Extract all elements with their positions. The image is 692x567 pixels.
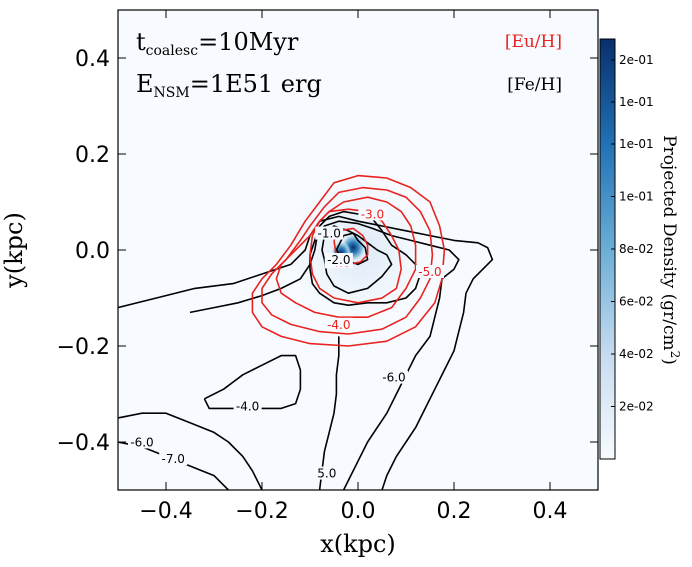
legend-eu: [Eu/H] — [505, 32, 562, 52]
colorbar-tick-label: 1e-01 — [619, 190, 654, 204]
eu-contour-level--6.0 — [261, 186, 434, 335]
legend-fe: [Fe/H] — [507, 75, 562, 95]
x-tick-label: 0.0 — [341, 499, 376, 524]
colorbar-tick-label: 1e-01 — [619, 95, 654, 109]
annotation-time-symbol: t — [136, 28, 146, 56]
annotation-energy-value: =1E51 erg — [190, 70, 322, 98]
colorbar-tick-label: 6e-02 — [619, 295, 654, 309]
fe-contour-level--5.0 — [318, 336, 340, 490]
contour-label: -3.0 — [361, 207, 384, 221]
contour-label-bg — [312, 466, 341, 480]
y-tick-label: −0.4 — [57, 431, 110, 456]
y-axis-label: y(kpc) — [0, 212, 28, 289]
x-tick-label: −0.4 — [139, 499, 192, 524]
y-tick-label: 0.2 — [75, 143, 110, 168]
contour-labels: -6.0-7.0-4.0-6.05.0-4.0-5.0-3.0-4.0-2.0-… — [128, 207, 444, 481]
annotation-time-value: =10Myr — [198, 28, 299, 56]
fe-contour-level--6.0 — [189, 220, 460, 490]
x-tick-label: −0.2 — [235, 499, 288, 524]
y-axis-ticks: 0.4 0.2 0.0 −0.2 −0.4 — [57, 47, 598, 456]
fe-contour-level--6.0 — [118, 412, 263, 490]
annotation-energy: ENSM=1E51 erg — [136, 70, 322, 101]
annotation-time: tcoalesc=10Myr — [136, 28, 299, 59]
contour-label-bg — [128, 435, 156, 449]
x-tick-label: 0.4 — [533, 499, 568, 524]
contour-label-bg — [358, 207, 387, 221]
contour-label: -2.0 — [327, 253, 350, 267]
x-axis-label: x(kpc) — [320, 530, 396, 558]
contour-label: -6.0 — [382, 371, 405, 385]
contour-label-bg — [324, 317, 353, 331]
y-tick-label: 0.0 — [75, 239, 110, 264]
colorbar-tick-label: 2e-02 — [619, 400, 654, 414]
colorbar-ticks: 2e-01 1e-01 1e-01 1e-01 8e-02 6e-02 4e-02 2e-02 — [611, 53, 654, 414]
svg-text:ENSM=1E51 erg: ENSM=1E51 erg — [136, 70, 322, 101]
colorbar-tick-label: 1e-01 — [619, 137, 654, 151]
colorbar-tick-label: 2e-01 — [619, 53, 654, 67]
contour-label-bg — [416, 265, 444, 278]
eu-contour-level--7.0 — [251, 174, 446, 347]
colorbar-tick-label: 8e-02 — [619, 242, 654, 256]
y-tick-label: −0.2 — [57, 335, 110, 360]
contour-label-bg — [380, 370, 408, 384]
contour-label: -1.0 — [317, 227, 340, 241]
colorbar-tick-label: 4e-02 — [619, 347, 654, 361]
contour-label: -7.0 — [161, 452, 184, 466]
x-axis-ticks: −0.4 −0.2 0.0 0.2 0.4 — [139, 10, 568, 524]
eu-contour-level--5.0 — [275, 196, 417, 319]
x-tick-label: 0.2 — [437, 499, 472, 524]
contour-label: -6.0 — [130, 435, 153, 449]
annotation-energy-symbol: E — [136, 70, 154, 98]
contour-label: 5.0 — [317, 467, 336, 481]
annotation-energy-subscript: NSM — [154, 85, 190, 101]
fe-contour-level--4.0 — [203, 354, 302, 410]
contour-label: -5.0 — [418, 265, 441, 279]
contour-label: -4.0 — [236, 399, 259, 413]
y-tick-label: 0.4 — [75, 47, 110, 72]
annotation-time-subscript: coalesc — [146, 43, 199, 59]
contour-label-bg — [233, 399, 262, 413]
svg-text:tcoalesc=10Myr: tcoalesc=10Myr — [136, 28, 299, 59]
contour-label: -4.0 — [327, 318, 350, 332]
contour-label-bg — [159, 452, 188, 466]
colorbar-label: Projected Density (gr/cm2) — [659, 135, 682, 365]
contour-label-bg — [315, 226, 344, 240]
fe-contour-level--7.0 — [118, 215, 494, 490]
contour-label-bg — [324, 253, 353, 266]
